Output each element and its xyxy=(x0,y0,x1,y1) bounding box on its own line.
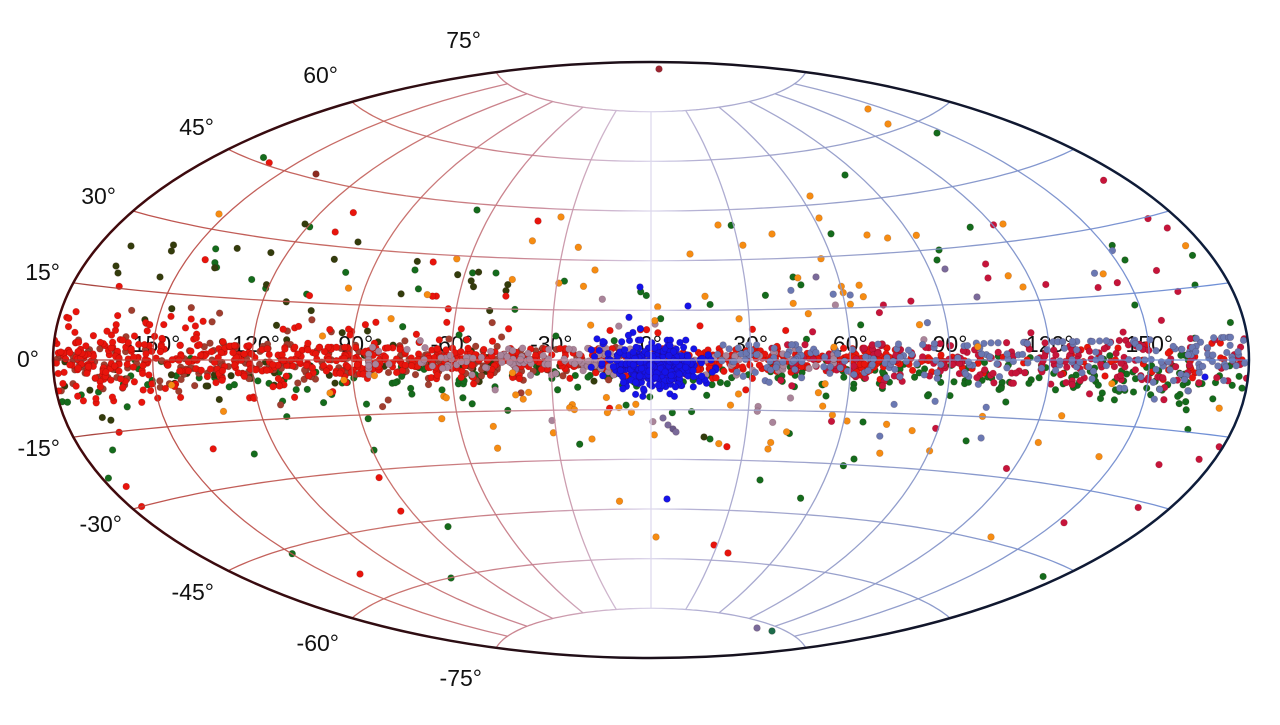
svg-text:45°: 45° xyxy=(179,114,214,140)
svg-text:-60°: -60° xyxy=(297,630,339,656)
svg-text:30°: 30° xyxy=(81,183,116,209)
svg-text:-30°: -30° xyxy=(80,511,122,537)
svg-text:-15°: -15° xyxy=(18,435,60,461)
svg-text:60°: 60° xyxy=(303,62,338,88)
svg-text:-75°: -75° xyxy=(440,665,482,691)
svg-text:75°: 75° xyxy=(446,27,481,53)
svg-text:-45°: -45° xyxy=(172,579,214,605)
svg-text:15°: 15° xyxy=(25,259,60,285)
svg-text:0°: 0° xyxy=(17,346,39,372)
